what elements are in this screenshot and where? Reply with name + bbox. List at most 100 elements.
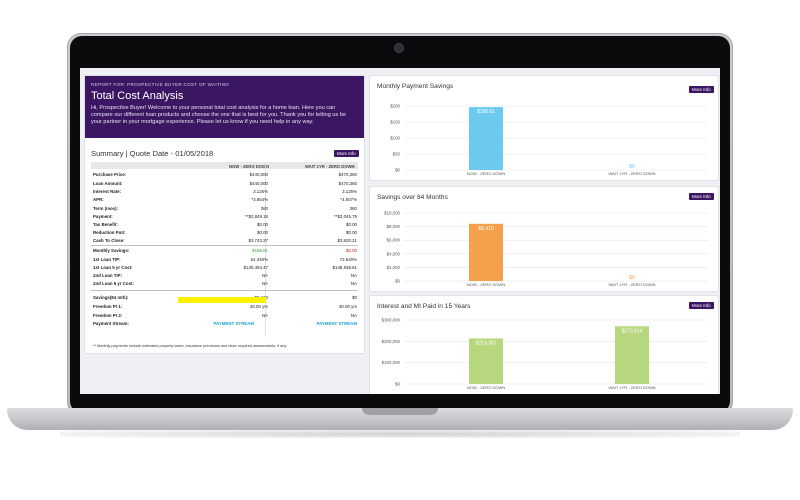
row-value-now: 54.340% [250, 257, 268, 262]
row-value-now: NA [261, 273, 268, 278]
row-value-wait: NA [350, 273, 357, 278]
y-tick-label: $100,000 [382, 360, 401, 365]
row-value-now: $440,000 [249, 181, 268, 186]
intro-text: Hi, Prospective Buyer! Welcome to your p… [91, 105, 347, 126]
row-value-now: *3.854% [251, 197, 268, 202]
x-category-label: WAIT 1YR - ZERO DOWN [608, 385, 655, 390]
laptop-base [7, 408, 793, 430]
row-value-wait: $148,938.61 [332, 265, 357, 270]
y-tick-label: $4,000 [387, 251, 401, 256]
row-value-now: $3,743.27 [248, 238, 268, 243]
row-divider [91, 290, 358, 291]
y-tick-label: $10,000 [384, 211, 400, 216]
x-category-label: WAIT 1YR - ZERO DOWN [608, 282, 655, 287]
row-value-wait: *4.607% [340, 197, 357, 202]
y-tick-label: $0 [395, 382, 400, 387]
table-header-bar [91, 162, 358, 169]
row-value-wait: $0.00 [346, 230, 357, 235]
row-value-now: **$2,849.18 [245, 214, 268, 219]
row-value-now: $130,494.47 [243, 265, 268, 270]
interest-mi-chart: $0 $100,000 $200,000 $300,000 $213,391 NOW - … [382, 318, 708, 390]
y-tick-label: $200,000 [382, 339, 401, 344]
payment-stream-link-wait[interactable]: PAYMENT STREAM [316, 321, 358, 326]
row-value-wait: **$3,045.79 [334, 214, 357, 219]
row-value-now: NA [261, 281, 268, 286]
x-category-label: NOW - ZERO DOWN [467, 171, 505, 176]
column-divider [265, 162, 266, 337]
row-value-now: NA [261, 313, 268, 318]
laptop-notch [362, 408, 438, 415]
row-value-wait: 3.125% [342, 189, 357, 194]
y-tick-label: $0 [395, 168, 400, 173]
row-value-wait: $3,820.21 [337, 238, 357, 243]
row-value-wait: $470,360 [338, 181, 357, 186]
y-tick-label: $200 [390, 104, 400, 109]
row-value-wait: $0.00 [346, 248, 357, 253]
x-category-label: NOW - ZERO DOWN [467, 385, 505, 390]
webcam-icon [395, 44, 403, 52]
y-tick-label: $6,000 [387, 238, 401, 243]
row-label: Payment Stream: [93, 321, 129, 326]
chart-title: Interest and MI Paid in 15 Years [377, 303, 471, 310]
chart-title: Savings over 84 Months [377, 194, 448, 201]
y-tick-label: $0 [395, 279, 400, 284]
page-title: Total Cost Analysis [91, 90, 184, 102]
bar[interactable] [469, 338, 503, 384]
bar[interactable] [469, 107, 503, 170]
y-tick-label: $150 [390, 120, 400, 125]
row-value-now: $0.00 [257, 230, 268, 235]
row-label: Term (mos): [93, 206, 119, 211]
chart-more-info-button[interactable]: More Info [689, 86, 714, 93]
row-value-now: 3.125% [253, 189, 268, 194]
savings-highlight [178, 297, 266, 303]
chart-panel-84-month-savings: Savings over 84 Months More Info $0 $2,00… [369, 186, 719, 292]
laptop-shadow [60, 430, 740, 438]
row-value-wait: 72.540% [339, 257, 357, 262]
bar[interactable] [469, 223, 503, 281]
summary-more-info-button[interactable]: More Info [334, 150, 359, 157]
chart-more-info-button[interactable]: More Info [689, 302, 714, 309]
row-label: 1st Loan TIP: [93, 257, 121, 262]
row-value-now: 360 [260, 206, 268, 211]
y-tick-label: $100 [390, 136, 400, 141]
row-label: Monthly Savings: [93, 248, 130, 253]
row-value-wait: NA [350, 313, 357, 318]
payment-stream-link-now[interactable]: PAYMENT STREAM [213, 321, 255, 326]
chart-panel-interest-mi: Interest and MI Paid in 15 Years More In… [369, 295, 719, 394]
row-label: Savings(84 mth): [93, 295, 129, 300]
bar-value-label: $0 [629, 275, 635, 281]
row-label: Cash To Close: [93, 238, 125, 243]
y-tick-label: $8,000 [387, 224, 401, 229]
row-value-wait: $0 [352, 295, 357, 300]
row-label: Reduction Pmt: [93, 230, 126, 235]
y-tick-label: $50 [393, 152, 401, 157]
row-label: 1st Loan 5 yr Cost: [93, 265, 133, 270]
row-label: Interest Rate: [93, 189, 122, 194]
bar-value-label: $213,391 [476, 340, 497, 346]
chart-more-info-button[interactable]: More Info [689, 193, 714, 200]
row-value-now: $440,000 [249, 172, 268, 177]
row-value-now: $0.00 [257, 222, 268, 227]
hero-banner: REPORT FOR: PROSPECTIVE BUYER COST OF WA… [85, 76, 364, 138]
row-value-wait: 30.00 yrs [338, 304, 357, 309]
row-value-now: 30.00 yrs [249, 304, 268, 309]
bar[interactable] [615, 326, 649, 384]
x-category-label: WAIT 1YR - ZERO DOWN [608, 171, 655, 176]
row-label: APR: [93, 197, 104, 202]
row-label: Tax Benefit: [93, 222, 118, 227]
bar-value-label: $0 [629, 164, 635, 170]
row-divider [91, 245, 358, 246]
row-label: Purchase Price: [93, 172, 127, 177]
column-header-now: NOW - ZERO DOWN [229, 164, 270, 169]
column-header-wait: WAIT 1YR - ZERO DOWN [305, 164, 355, 169]
footnote: ** Monthly payments include estimated pr… [93, 344, 288, 348]
app-screen: REPORT FOR: PROSPECTIVE BUYER COST OF WA… [80, 68, 720, 394]
x-category-label: NOW - ZERO DOWN [467, 282, 505, 287]
row-label: Loan Amount: [93, 181, 123, 186]
chart-panel-monthly-savings: Monthly Payment Savings More Info $0 $50 $… [369, 75, 719, 181]
row-value-wait: 360 [349, 206, 357, 211]
row-value-now: $196.61 [252, 248, 268, 253]
summary-panel: REPORT FOR: PROSPECTIVE BUYER COST OF WA… [84, 75, 365, 354]
bar-value-label: $8,410 [478, 226, 494, 232]
row-label: Freedom Pt 2: [93, 313, 123, 318]
